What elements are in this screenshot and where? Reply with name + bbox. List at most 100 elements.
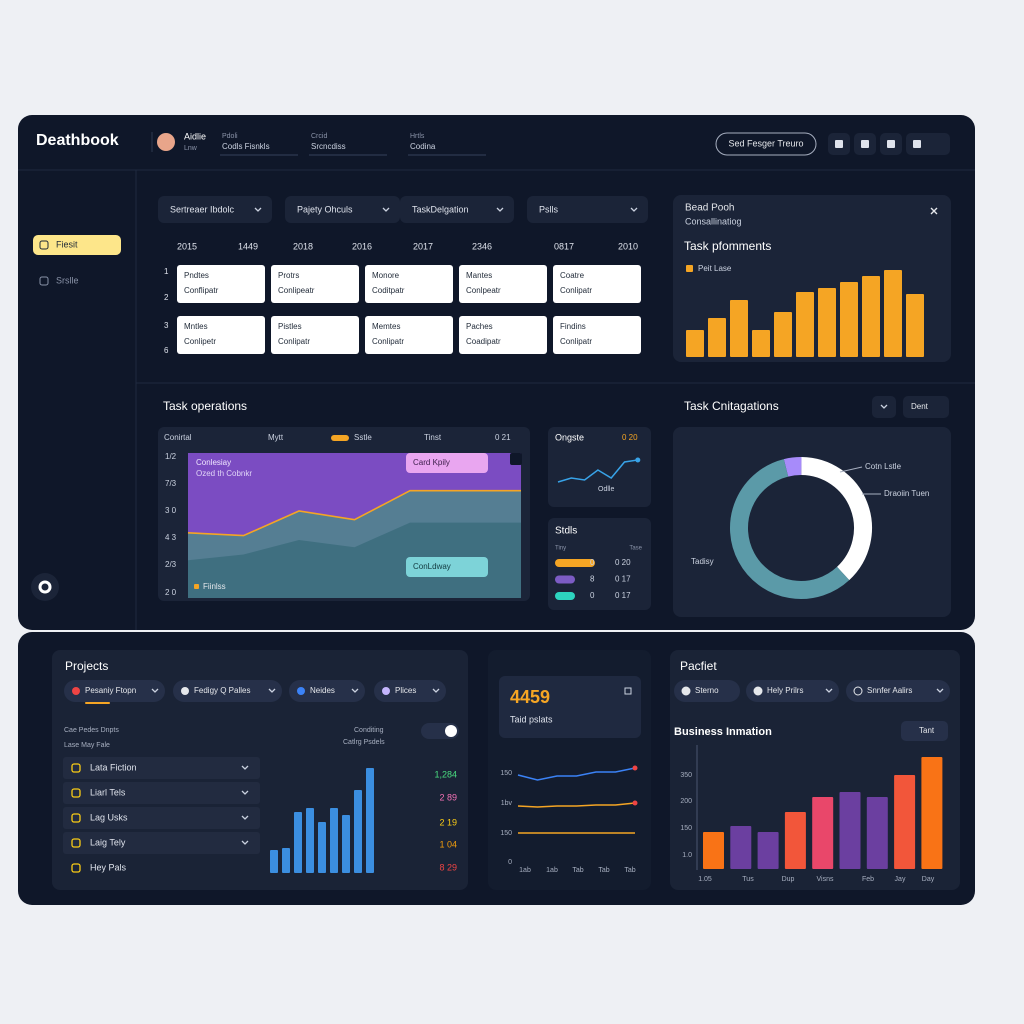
donut-segment: [783, 457, 802, 477]
bar: [784, 812, 806, 869]
subtext: Catlrg Psdels: [343, 739, 385, 746]
value-label: 1,284: [434, 769, 457, 779]
chip-label: Pesaniy Ftopn: [85, 686, 136, 695]
row-label: 1: [164, 267, 169, 276]
schedule-card[interactable]: [553, 265, 641, 303]
section-title: Task Cnitagations: [684, 399, 779, 413]
card-title: Bead Pooh: [685, 203, 735, 214]
metric-value: 4459: [510, 687, 550, 707]
icon-button[interactable]: [906, 133, 950, 155]
bar: [862, 276, 880, 357]
bar: [270, 850, 278, 873]
schedule-card[interactable]: [459, 316, 547, 354]
card-subtitle: Conlipatr: [560, 337, 592, 346]
list-row[interactable]: [63, 832, 260, 854]
filter-chip[interactable]: [64, 680, 165, 702]
schedule-card[interactable]: [271, 316, 359, 354]
column-label: Mytt: [268, 433, 284, 442]
filter-chip[interactable]: [846, 680, 950, 702]
badge-label: ConLdway: [413, 562, 451, 571]
schedule-card[interactable]: [459, 265, 547, 303]
chip-dot: [853, 686, 863, 696]
y-tick-label: 200: [680, 798, 692, 805]
x-tick-label: 1ab: [546, 867, 558, 874]
donut-label: Draoiin Tuen: [884, 489, 929, 498]
header-button[interactable]: [715, 132, 817, 156]
filter-chip[interactable]: [374, 680, 446, 702]
card-subtitle: Conlipeatr: [278, 286, 315, 295]
field-value: Srcncdiss: [311, 142, 346, 151]
donut-label: Cotn Lstle: [865, 462, 902, 471]
button-label: Dent: [911, 402, 929, 411]
filter-label: Pajety Ohculs: [297, 204, 353, 214]
y-tick-label: 150: [680, 825, 692, 832]
schedule-card[interactable]: [365, 265, 453, 303]
filter-label: TaskDelgation: [412, 204, 469, 214]
bar: [921, 757, 943, 869]
list-row[interactable]: [63, 782, 260, 804]
bar: [757, 832, 779, 869]
chart-button[interactable]: [901, 721, 948, 741]
filter-dropdown[interactable]: [527, 196, 648, 223]
legend-swatch: [686, 265, 693, 272]
nav-item-active[interactable]: [33, 235, 121, 255]
schedule-card[interactable]: [271, 265, 359, 303]
card-subtitle: Coadipatr: [466, 337, 501, 346]
chevron-icon: [432, 688, 440, 693]
card-title: Coatre: [560, 271, 585, 280]
bar: [703, 832, 724, 869]
year-label: 2015: [177, 241, 197, 251]
chip-label: Fedigy Q Palles: [194, 686, 250, 695]
schedule-card[interactable]: [177, 265, 265, 303]
card-heading: Task pfomments: [684, 239, 771, 253]
badge: [406, 453, 488, 473]
list-row[interactable]: [63, 757, 260, 779]
y-tick-label: 150: [500, 830, 512, 837]
chevron-icon: [241, 815, 249, 820]
checkbox: [71, 763, 81, 773]
filter-label: Pslls: [539, 204, 559, 214]
checkbox: [71, 863, 81, 873]
endpoint: [635, 457, 641, 463]
schedule-card[interactable]: [553, 316, 641, 354]
card-title: Paches: [466, 322, 493, 331]
chevron-icon: [936, 688, 944, 693]
filter-dropdown[interactable]: [400, 196, 514, 223]
chevron-icon: [351, 688, 359, 693]
year-label: 2017: [413, 241, 433, 251]
x-tick-label: Visns: [817, 876, 834, 883]
legend-swatch: [194, 584, 199, 589]
filter-dropdown[interactable]: [285, 196, 400, 223]
user-sub: Lnw: [184, 145, 198, 152]
card-subtitle: Conlipatr: [560, 286, 592, 295]
year-label: 2016: [352, 241, 372, 251]
value-label: 1 04: [439, 839, 457, 849]
chevron-icon: [241, 790, 249, 795]
settings-button[interactable]: [31, 573, 59, 601]
chip-label: Plices: [395, 686, 416, 695]
stat-value: 0: [590, 558, 595, 567]
toggle-knob: [445, 725, 457, 737]
schedule-card[interactable]: [365, 316, 453, 354]
bar: [354, 790, 362, 873]
filter-chip[interactable]: [746, 680, 839, 702]
close-icon[interactable]: [930, 207, 938, 215]
bar: [774, 312, 792, 357]
filter-chip[interactable]: [289, 680, 365, 702]
schedule-card[interactable]: [177, 316, 265, 354]
bar: [730, 300, 748, 357]
list-label: Laig Tely: [90, 837, 126, 847]
bar: [282, 848, 290, 873]
chevron-icon: [880, 404, 888, 409]
row-label: 2: [164, 293, 169, 302]
value-label: 8 29: [439, 862, 457, 872]
filter-chip[interactable]: [674, 680, 740, 702]
dropdown-button[interactable]: [872, 396, 896, 418]
list-row[interactable]: [63, 807, 260, 829]
dropdown-button[interactable]: [903, 396, 949, 418]
section-title: Task operations: [163, 399, 247, 413]
badge: [406, 557, 488, 577]
filter-dropdown[interactable]: [158, 196, 272, 223]
filter-chip[interactable]: [173, 680, 282, 702]
y-tick-label: 1.0: [682, 852, 692, 859]
